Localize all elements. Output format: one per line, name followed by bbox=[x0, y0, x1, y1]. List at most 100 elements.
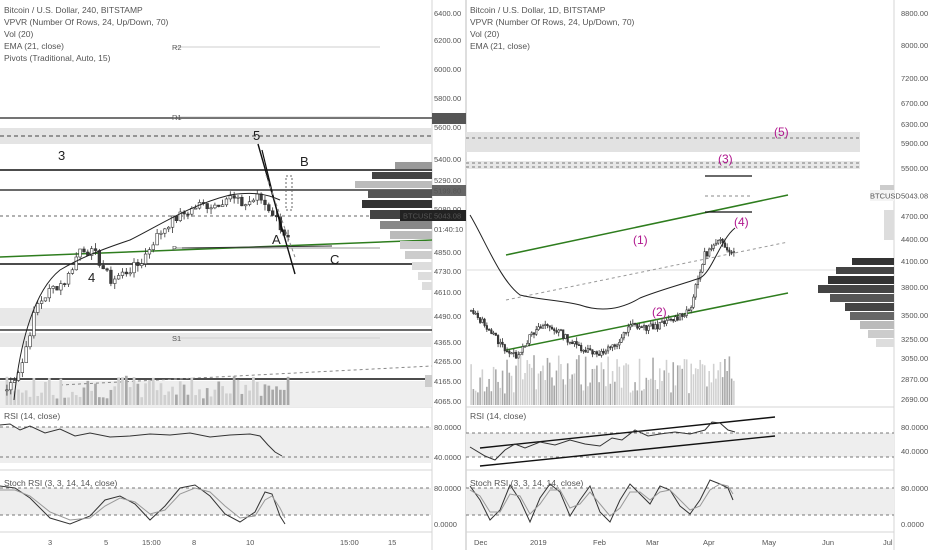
volume-bar bbox=[47, 378, 51, 405]
volume-bar bbox=[186, 394, 190, 405]
volume-bar bbox=[602, 369, 605, 405]
volume-bar bbox=[101, 397, 105, 405]
volume-bar bbox=[486, 386, 488, 405]
right-price-tick: 5500.00 bbox=[901, 164, 928, 173]
candle-body bbox=[472, 310, 475, 314]
candle-body bbox=[526, 343, 529, 347]
candle-body bbox=[490, 329, 493, 334]
candle-body bbox=[508, 350, 511, 354]
candle-body bbox=[595, 351, 598, 355]
wave-label-c: C bbox=[330, 252, 339, 267]
volume-bar bbox=[20, 392, 24, 405]
left-price-tick: 4365.00 bbox=[434, 338, 461, 347]
candle-body bbox=[624, 331, 628, 334]
left-price-tick: 4265.00 bbox=[434, 357, 461, 366]
wave-label-b: B bbox=[300, 154, 309, 169]
volume-bar bbox=[533, 355, 535, 405]
candle-body bbox=[512, 352, 515, 354]
candle-body bbox=[562, 329, 565, 339]
candle-body bbox=[640, 326, 643, 328]
right-chart[interactable]: (1) (2) (3) (4) (5) Bitcoin / U.S. Dolla… bbox=[466, 0, 895, 550]
volume-bar bbox=[663, 370, 666, 405]
candle-body bbox=[63, 283, 67, 285]
candle-body bbox=[708, 248, 711, 257]
volume-bar bbox=[492, 366, 495, 405]
volume-bar bbox=[194, 395, 197, 405]
volume-bar bbox=[483, 391, 486, 405]
wave-label-1: (1) bbox=[633, 233, 648, 247]
candle-body bbox=[86, 251, 90, 256]
candle-body bbox=[120, 271, 125, 276]
candle-body bbox=[481, 318, 484, 323]
candle-body bbox=[59, 283, 63, 291]
wave-label-4: 4 bbox=[88, 270, 95, 285]
left-rsi-line bbox=[0, 423, 283, 457]
candle-body bbox=[701, 264, 704, 273]
candle-body bbox=[609, 346, 612, 349]
candle-body bbox=[633, 323, 637, 325]
volume-bar bbox=[517, 358, 520, 405]
volume-bar bbox=[510, 375, 513, 405]
right-price-tick: 8000.00 bbox=[901, 41, 928, 50]
volume-bar bbox=[530, 367, 533, 405]
right-price-tick: 4700.00 bbox=[901, 212, 928, 221]
volume-bar bbox=[209, 396, 213, 405]
volume-bar bbox=[472, 389, 475, 405]
candle-body bbox=[541, 325, 545, 329]
candle-body bbox=[699, 271, 702, 280]
volume-bar bbox=[28, 396, 32, 405]
candle-body bbox=[505, 350, 509, 353]
volume-bar bbox=[71, 391, 74, 405]
candle-body bbox=[728, 249, 731, 253]
left-price-axis: 6400.00 6200.00 6000.00 5800.00 5600.00 … bbox=[400, 9, 466, 529]
volume-bar bbox=[105, 398, 109, 405]
right-time-tick: Jun bbox=[822, 538, 834, 547]
volume-bar bbox=[159, 383, 163, 405]
volume-bar bbox=[674, 385, 677, 405]
candle-body bbox=[97, 250, 102, 266]
left-legend-1: VPVR (Number Of Rows, 24, Up/Down, 70) bbox=[4, 17, 169, 27]
candle-body bbox=[604, 350, 607, 354]
candle-body bbox=[692, 296, 695, 308]
volume-bar bbox=[201, 398, 205, 405]
candle-body bbox=[642, 325, 646, 328]
right-stoch-tick: 80.0000 bbox=[901, 484, 928, 493]
candle-body bbox=[82, 248, 86, 253]
candle-body bbox=[629, 324, 632, 328]
volume-bar bbox=[571, 374, 573, 405]
left-price-tag-5199: 5199.80 bbox=[434, 187, 461, 196]
volume-bar bbox=[670, 392, 672, 405]
volume-bar bbox=[78, 396, 82, 405]
volume-bar bbox=[528, 363, 531, 405]
candle-body bbox=[47, 288, 51, 299]
candle-body bbox=[240, 196, 244, 207]
candle-body bbox=[519, 351, 522, 356]
left-rsi-tick: 80.0000 bbox=[434, 423, 461, 432]
volume-bar bbox=[661, 380, 663, 405]
candle-body bbox=[36, 303, 40, 313]
volume-bar bbox=[178, 381, 182, 405]
volume-bar bbox=[198, 389, 201, 405]
volume-bar bbox=[537, 373, 540, 405]
volume-bar bbox=[495, 369, 497, 405]
candle-body bbox=[501, 341, 504, 345]
candle-body bbox=[167, 226, 171, 230]
candle-body bbox=[523, 345, 527, 348]
left-price-tick: 5290.00 bbox=[434, 176, 461, 185]
volume-bar bbox=[573, 373, 576, 405]
volume-bar bbox=[607, 356, 609, 405]
left-price-tick: 4850.00 bbox=[434, 248, 461, 257]
candle-body bbox=[656, 324, 659, 330]
candle-body bbox=[488, 329, 491, 331]
candle-body bbox=[251, 199, 256, 203]
candle-body bbox=[683, 315, 686, 317]
volume-bar bbox=[647, 379, 650, 405]
candle-body bbox=[658, 322, 661, 330]
volume-bar bbox=[699, 359, 701, 405]
right-legend-0: Bitcoin / U.S. Dollar, 1D, BITSTAMP bbox=[470, 5, 606, 15]
left-chart[interactable]: R2 R1 P S1 bbox=[0, 0, 467, 550]
candle-body bbox=[143, 253, 148, 265]
volume-bar bbox=[259, 395, 263, 405]
right-price-tick: 4100.00 bbox=[901, 257, 928, 266]
volume-bar bbox=[596, 365, 598, 405]
